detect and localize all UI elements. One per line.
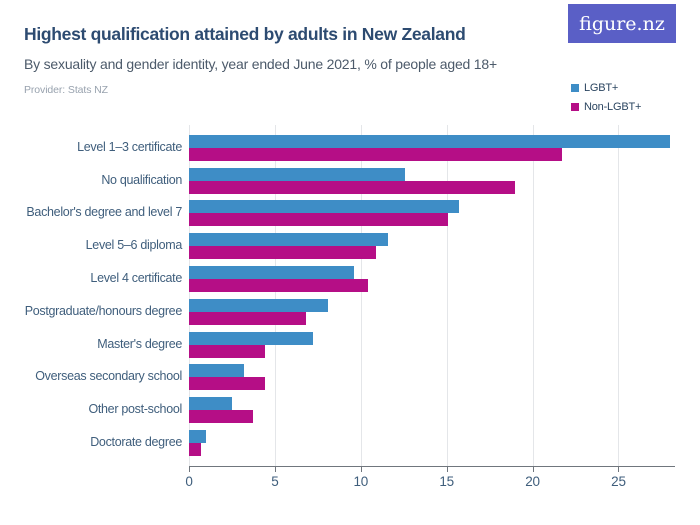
x-axis-tick xyxy=(274,467,276,472)
legend-item-lgbt: LGBT+ xyxy=(571,78,641,97)
legend-item-non-lgbt: Non-LGBT+ xyxy=(571,97,641,116)
x-axis-tick-label: 5 xyxy=(271,474,279,489)
bar-non-lgbt xyxy=(189,442,202,456)
bar-lgbt xyxy=(189,134,670,148)
legend-swatch-icon xyxy=(571,102,579,111)
figurenz-logo-text: figure.nz xyxy=(579,12,665,35)
gridline xyxy=(446,125,448,466)
category-label: Bachelor's degree and level 7 xyxy=(26,205,182,220)
x-axis-tick xyxy=(532,467,534,472)
bar-lgbt xyxy=(189,233,389,247)
bar-non-lgbt xyxy=(189,377,265,391)
category-label: Level 1–3 certificate xyxy=(77,139,182,154)
category-label: Other post-school xyxy=(88,402,182,417)
figurenz-logo[interactable]: figure.nz xyxy=(568,4,676,43)
gridline xyxy=(189,125,190,466)
bar-lgbt xyxy=(189,331,313,345)
category-label: Postgraduate/honours degree xyxy=(24,303,183,318)
bar-lgbt xyxy=(189,429,207,443)
x-axis-tick-label: 15 xyxy=(439,474,454,489)
category-label: Doctorate degree xyxy=(90,434,182,449)
gridline xyxy=(618,125,620,466)
x-axis-line xyxy=(189,466,675,467)
x-axis-tick xyxy=(618,467,620,472)
bar-lgbt xyxy=(189,265,354,279)
category-label: Level 4 certificate xyxy=(90,270,182,285)
bar-non-lgbt xyxy=(189,246,377,260)
bar-non-lgbt xyxy=(189,180,516,194)
bar-lgbt xyxy=(189,200,459,214)
bar-non-lgbt xyxy=(189,311,306,325)
x-axis-tick xyxy=(189,467,190,472)
bar-non-lgbt xyxy=(189,344,265,358)
x-axis-tick-label: 20 xyxy=(525,474,540,489)
x-axis-tick xyxy=(446,467,448,472)
bar-non-lgbt xyxy=(189,147,562,161)
gridline xyxy=(532,125,534,466)
legend: LGBT+ Non-LGBT+ xyxy=(571,78,641,116)
category-label: No qualification xyxy=(101,172,182,187)
category-label: Overseas secondary school xyxy=(35,369,182,384)
bar-non-lgbt xyxy=(189,410,253,424)
x-axis-tick xyxy=(360,467,362,472)
bar-non-lgbt xyxy=(189,278,368,292)
provider-label: Provider: Stats NZ xyxy=(24,84,108,96)
bar-lgbt xyxy=(189,298,329,312)
legend-label: LGBT+ xyxy=(584,81,619,94)
x-axis-tick-label: 25 xyxy=(611,474,626,489)
legend-swatch-icon xyxy=(571,83,579,92)
page-subtitle: By sexuality and gender identity, year e… xyxy=(24,56,497,72)
bar-lgbt xyxy=(189,397,232,411)
category-label: Level 5–6 diploma xyxy=(85,238,183,253)
bar-non-lgbt xyxy=(189,213,449,227)
bar-lgbt xyxy=(189,364,244,378)
bar-lgbt xyxy=(189,167,406,181)
gridline xyxy=(274,125,276,466)
category-label: Master's degree xyxy=(97,336,182,351)
legend-label: Non-LGBT+ xyxy=(584,100,642,113)
x-axis-tick-label: 10 xyxy=(353,474,369,489)
gridline xyxy=(360,125,362,466)
page-title: Highest qualification attained by adults… xyxy=(24,24,466,44)
x-axis-tick-label: 0 xyxy=(185,474,193,489)
